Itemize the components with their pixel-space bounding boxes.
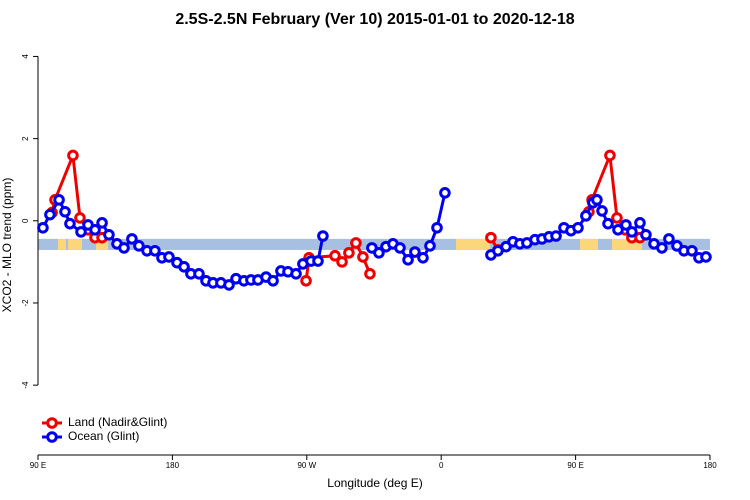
land-patch xyxy=(456,239,490,250)
data-point xyxy=(317,230,329,242)
y-tick-label: -4 xyxy=(21,381,30,389)
legend-label: Ocean (Glint) xyxy=(68,429,139,443)
data-point xyxy=(37,221,49,234)
y-tick-label: -2 xyxy=(21,299,30,307)
data-point xyxy=(178,261,190,273)
land-patch xyxy=(58,239,66,250)
data-point xyxy=(634,217,646,229)
data-point xyxy=(133,240,145,252)
land-patch xyxy=(68,239,82,250)
land-patch xyxy=(612,239,642,250)
data-point xyxy=(572,221,584,234)
data-point xyxy=(373,247,385,259)
data-point xyxy=(103,228,115,241)
data-point xyxy=(96,217,108,229)
data-point xyxy=(59,205,71,218)
data-point xyxy=(364,267,376,280)
data-point xyxy=(550,230,562,242)
x-axis-label: Longitude (deg E) xyxy=(327,476,422,490)
data-point xyxy=(596,205,608,217)
data-point xyxy=(700,251,712,263)
data-point xyxy=(163,251,175,263)
data-point xyxy=(656,242,668,254)
x-tick-label: 90 E xyxy=(567,461,583,470)
y-tick-label: 4 xyxy=(21,54,30,59)
data-point xyxy=(300,274,312,287)
data-point xyxy=(626,226,638,238)
data-point xyxy=(350,237,362,249)
data-point xyxy=(118,242,130,254)
y-axis-label: XCO2 - MLO trend (ppm) xyxy=(0,178,14,313)
data-point xyxy=(402,254,414,266)
data-point xyxy=(640,228,652,241)
data-point xyxy=(431,221,443,234)
data-point xyxy=(312,255,324,267)
data-point xyxy=(612,224,624,236)
data-point xyxy=(409,246,421,258)
data-point xyxy=(580,210,592,222)
legend-marker xyxy=(46,431,58,443)
data-point xyxy=(336,256,348,268)
x-tick-label: 180 xyxy=(166,461,180,470)
data-point xyxy=(193,267,205,280)
data-point xyxy=(591,194,603,206)
land-patches xyxy=(58,239,642,250)
chart-title: 2.5S-2.5N February (Ver 10) 2015-01-01 t… xyxy=(175,11,574,28)
data-point xyxy=(329,249,341,262)
land-patch xyxy=(96,239,108,250)
data-point xyxy=(394,242,406,254)
data-point xyxy=(126,233,138,245)
x-tick-label: 180 xyxy=(703,461,717,470)
data-point xyxy=(75,226,87,238)
data-point xyxy=(149,244,161,257)
data-point xyxy=(53,194,65,206)
data-point xyxy=(290,267,302,280)
data-point xyxy=(686,244,698,257)
data-point xyxy=(439,187,451,199)
data-point xyxy=(267,274,279,287)
y-tick-label: 2 xyxy=(21,136,30,141)
x-tick-label: 90 W xyxy=(297,461,316,470)
data-point xyxy=(343,247,355,259)
data-point xyxy=(64,217,76,230)
data-point xyxy=(417,251,429,264)
data-point xyxy=(357,251,369,263)
data-point xyxy=(604,149,616,162)
data-point xyxy=(424,240,436,252)
land-patch xyxy=(580,239,598,250)
x-tick-label: 0 xyxy=(439,461,444,470)
data-point xyxy=(485,231,497,244)
data-point xyxy=(89,224,101,236)
data-point xyxy=(611,212,623,224)
x-tick-label: 90 E xyxy=(30,461,46,470)
data-point xyxy=(67,149,79,162)
y-tick-label: 0 xyxy=(21,218,30,223)
data-point xyxy=(663,233,675,245)
data-point xyxy=(74,212,86,224)
data-point xyxy=(44,208,56,221)
legend-label: Land (Nadir&Glint) xyxy=(68,415,167,429)
data-point xyxy=(620,219,632,231)
data-point xyxy=(223,279,235,291)
legend-marker xyxy=(46,417,58,429)
data-point xyxy=(602,217,614,230)
